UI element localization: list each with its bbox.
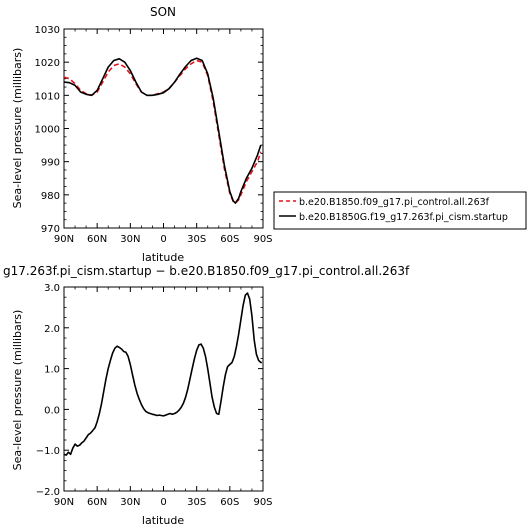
bottom-xtick-label: 30S	[187, 497, 206, 508]
top-xtick-label: 0	[160, 234, 166, 245]
bottom-ytick-label: 0.0	[44, 405, 60, 416]
bottom-x-ticks: 90N 60N 30N 0 30S 60S 90S	[54, 287, 273, 508]
bottom-xtick-label: 90S	[253, 497, 272, 508]
bottom-y-axis-label: Sea-level pressure (millibars)	[11, 310, 24, 471]
top-xtick-label: 30N	[120, 234, 140, 245]
bottom-xtick-label: 30N	[120, 497, 140, 508]
top-x-ticks: 90N 60N 30N 0 30S 60S 90S	[54, 29, 273, 245]
top-xtick-label: 90N	[54, 234, 74, 245]
legend-box	[273, 191, 527, 230]
bottom-panel: g17.263f.pi_cism.startup − b.e20.B1850.f…	[3, 264, 410, 527]
top-ytick-label: 990	[41, 158, 60, 169]
bottom-y-ticks: −2.0 −1.0 0.0 1.0 2.0 3.0	[36, 283, 263, 498]
bottom-ytick-label: 1.0	[44, 365, 60, 376]
top-xtick-label: 30S	[187, 234, 206, 245]
bottom-xtick-label: 60N	[87, 497, 107, 508]
legend-label-cism: b.e20.B1850G.f19_g17.263f.pi_cism.startu…	[299, 212, 508, 223]
bottom-ytick-label: −2.0	[36, 487, 60, 498]
top-y-ticks: 970 980 990 1000 1010 1020 1030	[35, 25, 263, 235]
bottom-series-line-0	[63, 292, 262, 456]
bottom-xtick-label: 90N	[54, 497, 74, 508]
top-panel: SON 970 980 990 1000 1010 1020 1030 90N 60N 30N 0…	[11, 5, 273, 264]
bottom-chart-title: g17.263f.pi_cism.startup − b.e20.B1850.f…	[3, 264, 410, 278]
bottom-ytick-label: 3.0	[44, 283, 60, 294]
top-ytick-label: 1020	[35, 58, 60, 69]
top-xtick-label: 60S	[220, 234, 239, 245]
top-xtick-label: 60N	[87, 234, 107, 245]
top-chart-title: SON	[150, 5, 176, 19]
legend: b.e20.B1850.f09_g17.pi_control.all.263f …	[273, 191, 527, 230]
bottom-series-group	[63, 292, 262, 456]
bottom-plot-frame	[63, 286, 264, 492]
top-ytick-label: 980	[41, 191, 60, 202]
legend-label-control: b.e20.B1850.f09_g17.pi_control.all.263f	[299, 197, 490, 208]
bottom-x-axis-label: latitude	[142, 514, 184, 527]
bottom-xtick-label: 0	[160, 497, 166, 508]
top-x-axis-label: latitude	[142, 251, 184, 264]
bottom-ytick-label: −1.0	[36, 446, 60, 457]
top-plot-frame	[63, 28, 264, 229]
top-ytick-label: 970	[41, 224, 60, 235]
bottom-xtick-label: 60S	[220, 497, 239, 508]
top-ytick-label: 1030	[35, 25, 60, 36]
top-series-group	[63, 57, 262, 204]
top-ytick-label: 1000	[35, 125, 60, 136]
top-ytick-label: 1010	[35, 91, 60, 102]
top-y-axis-label: Sea-level pressure (millibars)	[11, 48, 24, 209]
top-series-line-0	[63, 59, 262, 204]
top-xtick-label: 90S	[253, 234, 272, 245]
bottom-ytick-label: 2.0	[44, 324, 60, 335]
top-series-line-1	[63, 57, 262, 204]
